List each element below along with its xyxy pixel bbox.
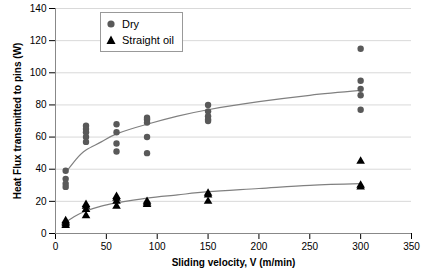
svg-text:20: 20 [35, 196, 47, 207]
html-text:Straight oil: Straight oil [122, 34, 174, 46]
svg-text:Heat Flux transmitted to pins: Heat Flux transmitted to pins (W) [12, 43, 23, 200]
svg-text:100: 100 [149, 241, 166, 252]
svg-text:40: 40 [35, 163, 47, 174]
svg-text:0: 0 [41, 228, 47, 239]
svg-text:0: 0 [53, 241, 59, 252]
svg-text:350: 350 [403, 241, 420, 252]
svg-text:100: 100 [30, 67, 47, 78]
svg-text:50: 50 [101, 241, 113, 252]
svg-text:140: 140 [30, 3, 47, 14]
svg-text:200: 200 [251, 241, 268, 252]
svg-text:250: 250 [301, 241, 318, 252]
svg-text:Sliding velocity, V (m/min): Sliding velocity, V (m/min) [172, 257, 296, 268]
svg-text:120: 120 [30, 35, 47, 46]
svg-text:80: 80 [35, 99, 47, 110]
svg-text:300: 300 [352, 241, 369, 252]
svg-text:150: 150 [200, 241, 217, 252]
html-text:Dry: Dry [122, 18, 140, 30]
svg-text:60: 60 [35, 131, 47, 142]
